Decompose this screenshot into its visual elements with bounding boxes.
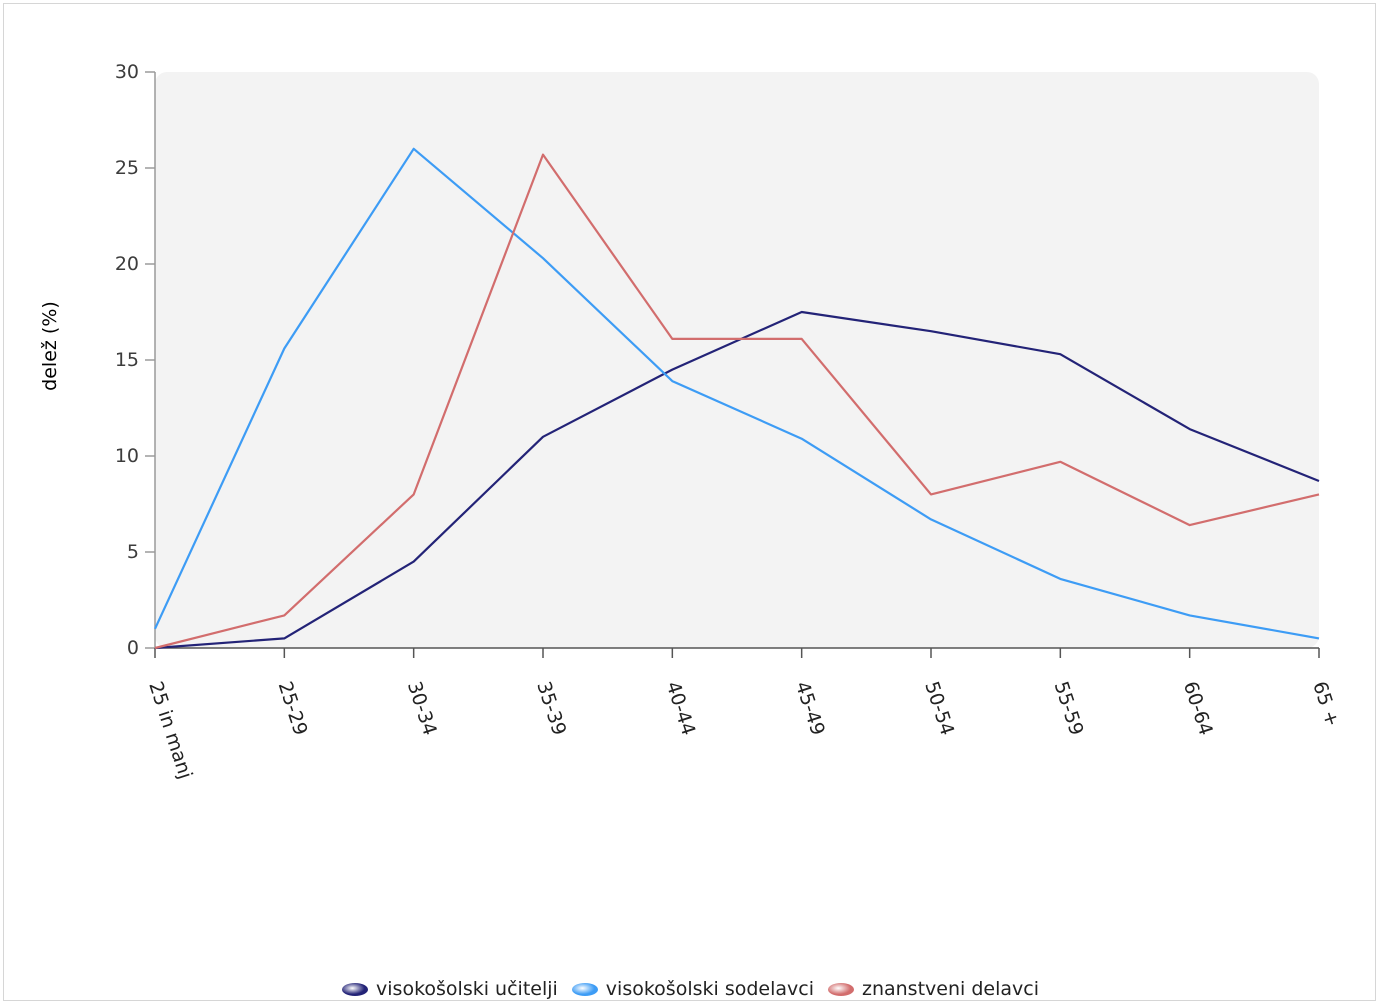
x-tick-label: 50-54 <box>920 679 958 738</box>
legend-swatch <box>827 982 854 996</box>
x-tick-label: 25-29 <box>274 679 312 738</box>
legend-item[interactable]: visokošolski učitelji <box>342 978 558 1000</box>
plot-area <box>155 72 1319 648</box>
y-tick-label: 10 <box>115 445 139 467</box>
x-tick-label: 65 + <box>1308 679 1343 730</box>
y-tick-label: 15 <box>115 349 139 371</box>
x-tick-label: 55-59 <box>1050 679 1088 738</box>
x-tick-label: 60-64 <box>1179 679 1217 738</box>
series-line-3 <box>154 153 1320 650</box>
legend: visokošolski učitelji visokošolski sodela… <box>0 974 1381 1004</box>
y-tick-label: 25 <box>115 157 139 179</box>
x-tick-label: 30-34 <box>403 679 441 738</box>
series-line-2 <box>154 147 1320 640</box>
legend-item[interactable]: znanstveni delavci <box>827 978 1039 1000</box>
y-tick-label: 5 <box>127 541 139 563</box>
y-axis-title: delež (%) <box>39 301 61 391</box>
y-tick-label: 30 <box>115 61 139 83</box>
legend-label: visokošolski sodelavci <box>605 978 814 1000</box>
x-axis: 25 in manj 25-29 30-34 35-39 40-44 45-49 50-54… <box>144 647 1343 782</box>
legend-swatch <box>571 982 598 996</box>
y-tick-label: 20 <box>115 253 139 275</box>
legend-label: znanstveni delavci <box>861 978 1039 1000</box>
x-tick-label: 35-39 <box>532 679 570 738</box>
legend-swatch <box>342 982 369 996</box>
y-tick-label: 0 <box>127 637 139 659</box>
series-line-1 <box>154 310 1320 650</box>
legend-label: visokošolski učitelji <box>376 978 558 1000</box>
x-tick-label: 45-49 <box>791 679 829 738</box>
x-tick-label: 40-44 <box>662 679 700 738</box>
x-tick-label: 25 in manj <box>144 679 196 782</box>
y-axis: 0 5 10 15 20 25 30 <box>115 61 156 659</box>
legend-item[interactable]: visokošolski sodelavci <box>571 978 814 1000</box>
series-layer <box>154 147 1320 650</box>
